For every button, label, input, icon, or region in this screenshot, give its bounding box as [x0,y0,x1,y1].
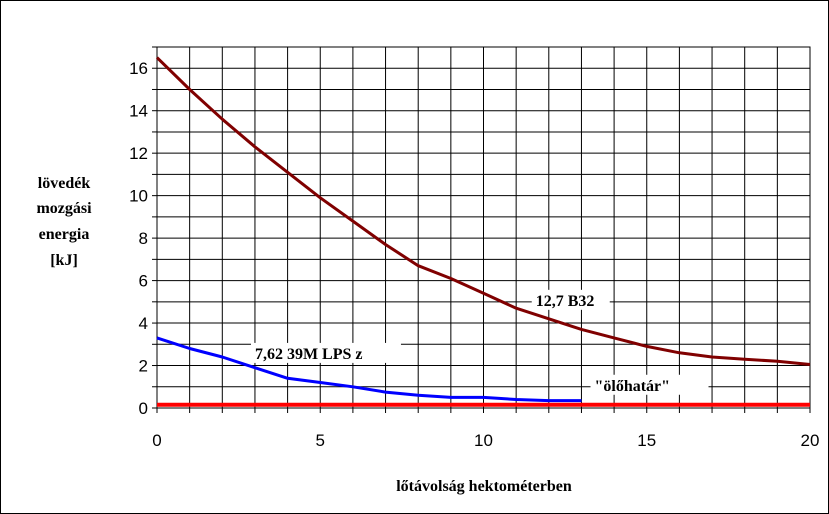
series-label-3: "ölőhatár" [595,378,671,395]
y-tick-label: 16 [129,59,148,78]
x-tick-labels: 0 5 10 15 20 [152,431,819,450]
y-tick-label: 10 [129,187,148,206]
x-tick-label: 20 [801,431,820,450]
y-tick-label: 8 [139,229,148,248]
x-tick-label: 15 [637,431,656,450]
y-axis-title-line-1: lövedék [38,175,91,192]
series-label-bg-2 [250,342,401,363]
y-axis-title-line-2: mozgási [36,200,92,217]
y-tick-label: 12 [129,144,148,163]
x-axis-title: lőtávolság hektométerben [396,478,572,495]
y-axis-title: lövedék mozgási energia [kJ] [36,175,92,269]
y-tick-label: 4 [139,314,148,333]
y-axis-title-line-3: energia [39,226,90,243]
series-label-1: 12,7 B32 [536,293,595,310]
y-axis-title-line-4: [kJ] [50,252,78,269]
series-line-1 [155,56,811,366]
y-tick-label: 6 [139,272,148,291]
x-tick-label: 10 [474,431,493,450]
y-tick-label: 0 [139,399,148,418]
y-tick-labels: 0 2 4 6 8 10 12 14 16 [129,59,148,418]
series-lines [155,56,811,407]
y-tick-label: 2 [139,357,148,376]
y-tick-label: 14 [129,102,148,121]
series-labels: 12,7 B32 7,62 39M LPS z "ölőhatár" [250,289,709,395]
x-tick-label: 5 [316,431,325,450]
series-label-bg-1 [531,289,610,310]
x-tick-label: 0 [152,431,161,450]
series-label-bg-3 [590,374,709,395]
series-line-2 [156,336,582,403]
axis-ticks [152,46,811,413]
series-label-2: 7,62 39M LPS z [255,346,363,363]
